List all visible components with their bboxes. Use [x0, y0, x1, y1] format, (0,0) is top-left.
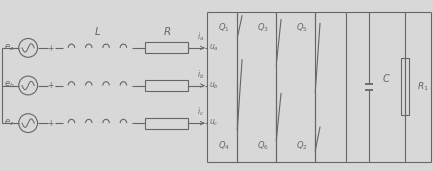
Text: $u_b$: $u_b$	[209, 80, 219, 91]
Text: $Q_3$: $Q_3$	[257, 21, 268, 34]
Text: $+$: $+$	[47, 43, 55, 53]
Text: $i_a$: $i_a$	[197, 30, 204, 43]
Text: $e_a$: $e_a$	[4, 42, 14, 53]
Text: $u_c$: $u_c$	[209, 118, 219, 128]
Text: $+$: $+$	[47, 81, 55, 90]
Bar	[145, 80, 188, 91]
Text: $Q_1$: $Q_1$	[218, 21, 229, 34]
Text: $e_b$: $e_b$	[4, 80, 14, 90]
Text: $L$: $L$	[94, 25, 101, 37]
Text: $Q_2$: $Q_2$	[296, 140, 307, 153]
Text: $Q_6$: $Q_6$	[257, 140, 268, 153]
Bar	[145, 118, 188, 129]
Bar	[401, 58, 409, 115]
Text: $+$: $+$	[47, 118, 55, 128]
Text: $Q_5$: $Q_5$	[296, 21, 307, 34]
Text: $i_c$: $i_c$	[197, 106, 204, 118]
Text: $u_a$: $u_a$	[209, 43, 219, 53]
Text: $R$: $R$	[162, 25, 171, 37]
Text: $C$: $C$	[382, 72, 391, 84]
Text: $R_1$: $R_1$	[417, 81, 429, 93]
Bar	[145, 42, 188, 53]
Text: $Q_4$: $Q_4$	[218, 140, 229, 153]
Text: $i_b$: $i_b$	[197, 68, 204, 81]
Text: $e_c$: $e_c$	[4, 117, 14, 128]
